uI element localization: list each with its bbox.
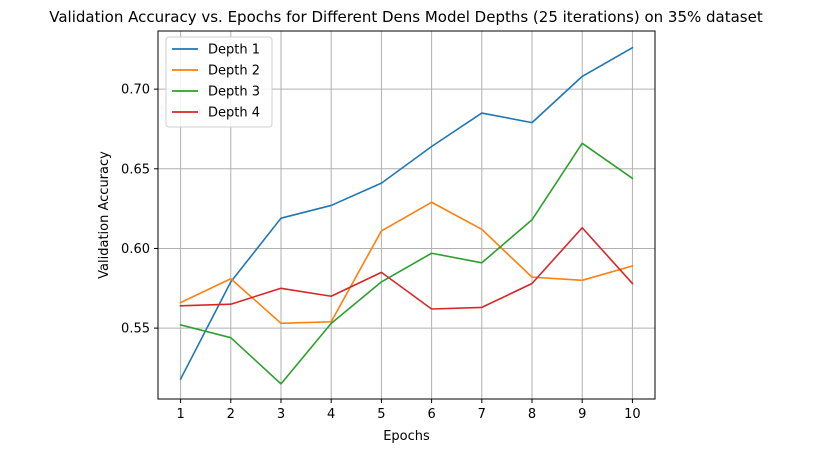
legend-label: Depth 3 (208, 85, 260, 100)
plot-frame (157, 30, 656, 400)
x-tick-label: 4 (327, 407, 335, 422)
y-tick-label: 0.65 (121, 162, 150, 177)
x-axis-label: Epochs (383, 429, 430, 444)
y-tick-label: 0.55 (121, 322, 150, 337)
legend: Depth 1 Depth 2 Depth 3 Depth 4 (165, 36, 273, 128)
series-line-2 (179, 201, 634, 325)
y-tick-label: 0.60 (121, 242, 150, 257)
legend-label: Depth 4 (208, 106, 260, 121)
legend-box (165, 36, 273, 128)
series-line-3 (179, 142, 634, 385)
x-tick-label: 9 (578, 407, 586, 422)
legend-label: Depth 1 (208, 43, 260, 58)
x-tick-label: 8 (528, 407, 536, 422)
x-tick-label: 1 (176, 407, 184, 422)
series-line-4 (179, 226, 634, 310)
x-tick-label: 10 (624, 407, 641, 422)
legend-label: Depth 2 (208, 64, 260, 79)
x-tick-label: 2 (227, 407, 235, 422)
y-axis-label: Validation Accuracy (97, 151, 112, 279)
y-tick-label: 0.70 (121, 83, 150, 98)
series-lines (179, 46, 634, 385)
chart-title: Validation Accuracy vs. Epochs for Diffe… (49, 8, 763, 26)
x-tick-label: 5 (377, 407, 385, 422)
x-tick-label: 3 (277, 407, 285, 422)
x-tick-label: 6 (427, 407, 435, 422)
grid-lines (158, 31, 655, 399)
series-line-1 (179, 46, 634, 381)
axis-ticks: 1 2 3 4 5 6 7 8 9 10 0.55 0.60 0.65 0.70 (121, 83, 641, 422)
x-tick-label: 7 (478, 407, 486, 422)
